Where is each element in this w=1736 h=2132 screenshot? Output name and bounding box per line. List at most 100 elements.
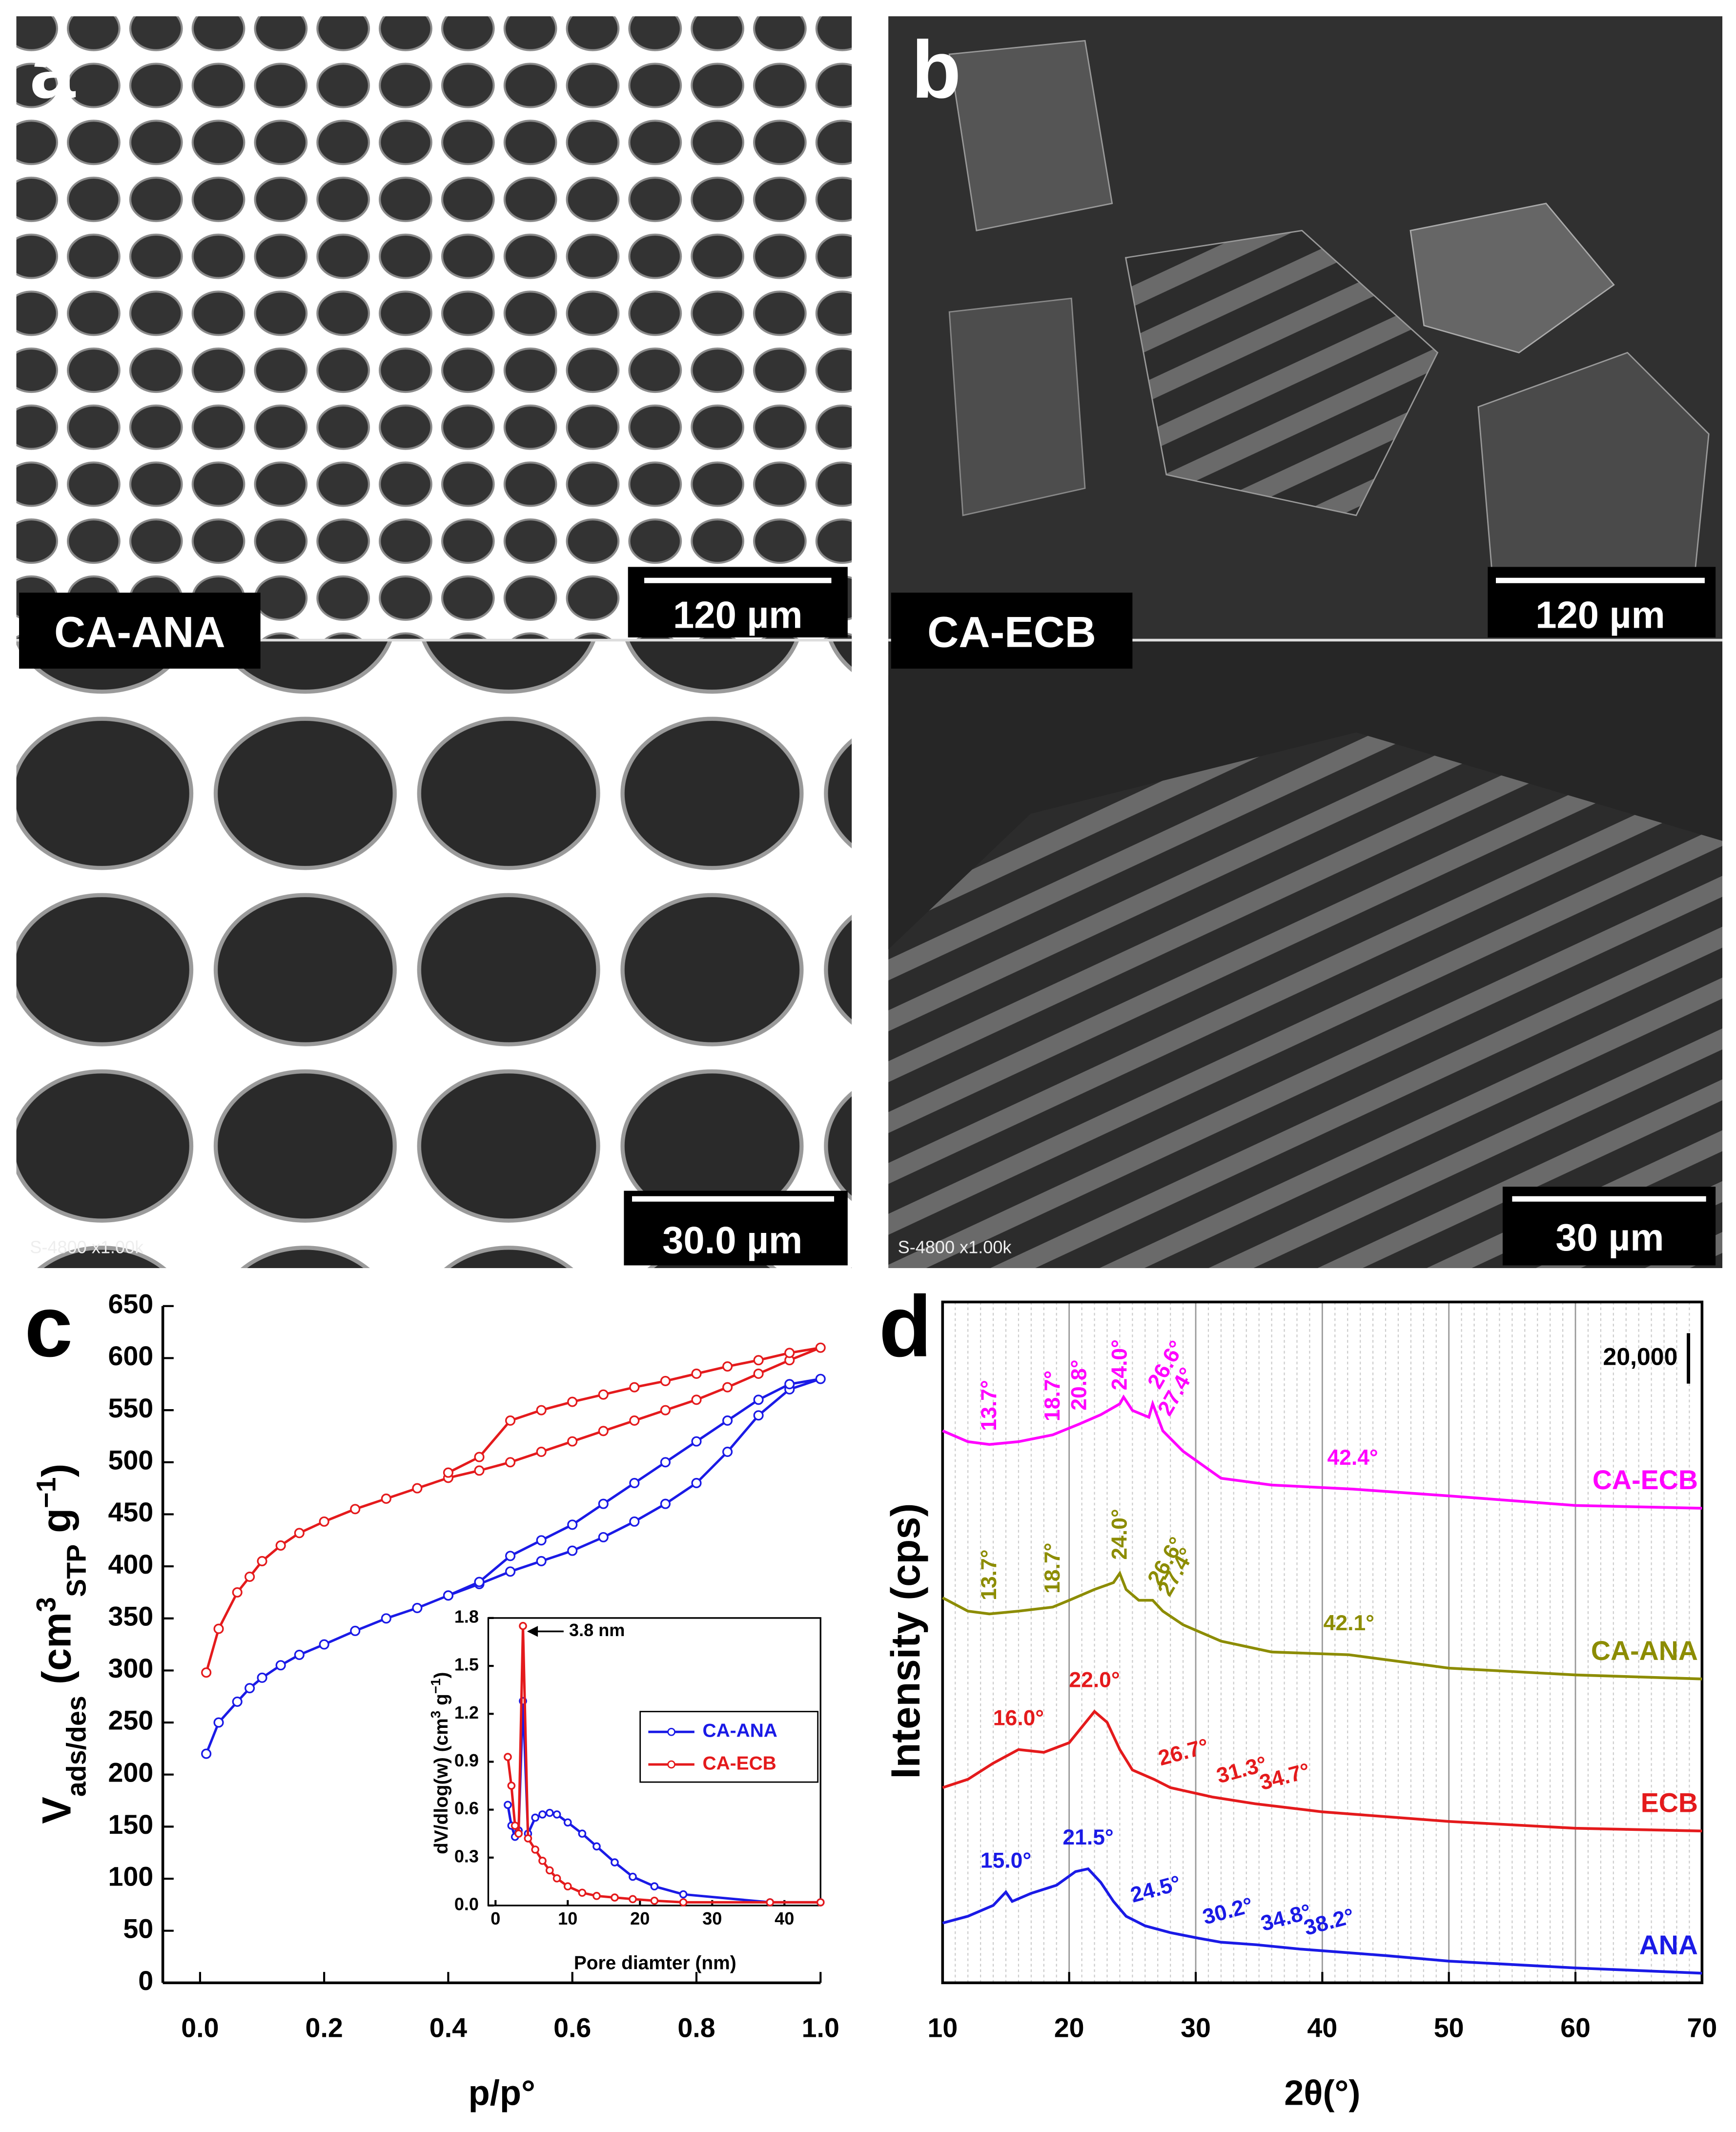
data-point (545, 1866, 554, 1875)
series-line (942, 1570, 1702, 1681)
legend-box (639, 1711, 819, 1783)
x-tick-label: 0.4 (429, 2012, 467, 2043)
legend-marker (667, 1727, 675, 1736)
y-tick-label: 350 (108, 1601, 153, 1631)
data-point (691, 1368, 702, 1379)
instrument-label: S-4800 x1.00k (30, 1237, 144, 1257)
data-point (381, 1613, 391, 1624)
scale-label: 120 µm (1535, 594, 1665, 636)
peak-label: 16.0° (993, 1706, 1044, 1730)
x-axis-label: p/p° (469, 2073, 535, 2112)
panel-letter: d (879, 1278, 932, 1375)
data-point (443, 1467, 453, 1478)
sem-image (16, 16, 852, 640)
peak-label: 15.0° (980, 1848, 1031, 1872)
peak-label: 18.7° (1041, 1543, 1064, 1594)
x-tick-label: 0 (490, 1908, 500, 1928)
y-tick-label: 550 (108, 1393, 153, 1423)
data-point (201, 1748, 212, 1759)
panel-letter: c (24, 1278, 73, 1375)
peak-label: 42.4° (1327, 1446, 1378, 1470)
x-tick-label: 0.2 (306, 2012, 343, 2043)
y-tick-label: 200 (108, 1757, 153, 1787)
data-point (275, 1660, 286, 1671)
particle (948, 40, 1113, 232)
data-point (766, 1898, 774, 1906)
data-point (650, 1896, 659, 1905)
data-point (350, 1504, 361, 1515)
y-label-part: 3 (428, 1711, 443, 1718)
x-tick-label: 50 (1434, 2012, 1464, 2043)
legend-marker (667, 1760, 675, 1769)
data-point (629, 1477, 640, 1489)
sample-label: CA-ECB (927, 608, 1096, 656)
y-label-part: ) (34, 1464, 80, 1477)
annotation-label: 3.8 nm (569, 1620, 625, 1640)
data-point (257, 1672, 267, 1683)
series-line (942, 1709, 1702, 1833)
legend-label: CA-ECB (703, 1753, 776, 1774)
x-tick-label: 20 (630, 1908, 650, 1928)
data-point (660, 1457, 671, 1468)
y-label-part: STP (61, 1544, 92, 1597)
data-point (660, 1498, 671, 1509)
series-line (942, 1394, 1702, 1510)
data-point (552, 1810, 561, 1819)
data-point (531, 1813, 540, 1822)
data-point (650, 1882, 659, 1891)
peak-label: 13.7° (977, 1549, 1001, 1600)
panel-letter: a (30, 24, 76, 115)
data-point (629, 1382, 640, 1393)
data-point (514, 1829, 523, 1838)
y-tick-label: 1.5 (454, 1655, 479, 1675)
arrow-head (527, 1626, 538, 1637)
x-tick-label: 0.6 (553, 2012, 591, 2043)
data-point (505, 1457, 516, 1468)
data-point (691, 1477, 702, 1489)
y-tick-label: 250 (108, 1705, 153, 1736)
y-axis-label: dV/dlog(w) (cm3 g−1) (428, 1672, 452, 1854)
data-point (691, 1436, 702, 1447)
data-point (536, 1405, 547, 1415)
data-point (815, 1374, 826, 1384)
peak-label: 24.0° (1107, 1339, 1131, 1390)
x-tick-label: 1.0 (802, 2012, 839, 2043)
y-label-part: (cm (34, 1612, 80, 1696)
data-point (722, 1382, 733, 1393)
y-tick-label: 1.2 (454, 1702, 479, 1722)
x-tick-label: 30 (702, 1908, 722, 1928)
y-label-part: ) (431, 1672, 452, 1679)
data-point (567, 1545, 578, 1556)
y-tick-label: 650 (108, 1289, 153, 1319)
data-point (567, 1436, 578, 1447)
data-point (504, 1801, 512, 1809)
x-axis-label: 2θ(°) (1284, 2073, 1360, 2112)
data-point (412, 1602, 423, 1613)
data-point (722, 1415, 733, 1426)
data-point (519, 1621, 527, 1630)
y-label-part: g (34, 1508, 80, 1544)
y-axis-label: Vads/des (cm3STP g−1) (31, 1464, 92, 1824)
data-point (598, 1532, 609, 1542)
x-tick-label: 60 (1560, 2012, 1591, 2043)
data-point (524, 1834, 532, 1843)
scale-box (624, 1190, 848, 1266)
data-point (474, 1465, 485, 1476)
data-point (691, 1394, 702, 1405)
data-point (722, 1446, 733, 1457)
scale-label: 120 µm (673, 594, 802, 636)
data-point (531, 1845, 540, 1854)
data-point (629, 1516, 640, 1527)
data-point (753, 1368, 764, 1379)
y-label-part: −1 (31, 1477, 61, 1508)
data-point (660, 1405, 671, 1415)
data-point (598, 1426, 609, 1436)
data-point (753, 1410, 764, 1421)
series-label: ECB (1641, 1787, 1698, 1818)
y-label-part: −1 (428, 1678, 443, 1694)
data-point (545, 1808, 554, 1817)
y-tick-label: 0.9 (454, 1750, 479, 1770)
data-point (232, 1696, 243, 1707)
panel-letter: b (911, 24, 961, 115)
